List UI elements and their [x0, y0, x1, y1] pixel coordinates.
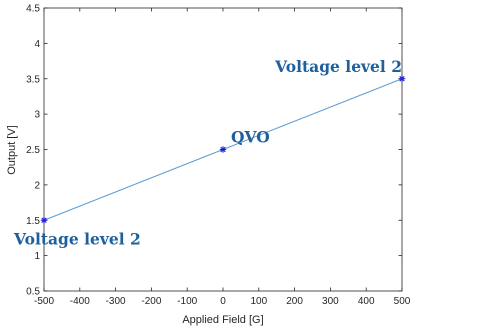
- y-tick-label: 1.5: [26, 216, 40, 227]
- y-tick-label: 3.5: [26, 74, 40, 85]
- annotation-label: Voltage level 2: [13, 229, 141, 248]
- x-axis-ticks: -500 -400 -300 -200 -100 0 100 200 300 400 500: [34, 8, 411, 307]
- x-tick-label: 200: [286, 296, 303, 307]
- annotation-label: QVO: [231, 128, 270, 147]
- data-point: [40, 217, 48, 224]
- y-tick-label: 2: [34, 180, 40, 191]
- y-tick-label: 2.5: [26, 145, 40, 156]
- y-tick-label: 0.5: [26, 287, 40, 298]
- x-tick-label: -100: [177, 296, 197, 307]
- annotations-group: Voltage level 2 QVO Voltage level 2: [13, 57, 402, 249]
- x-tick-label: 100: [250, 296, 267, 307]
- x-tick-label: -500: [34, 296, 54, 307]
- y-tick-label: 4.5: [26, 4, 40, 15]
- y-axis-ticks: 0.5 1 1.5 2 2.5 3 3.5 4 4.5: [26, 4, 402, 298]
- x-tick-label: -300: [106, 296, 126, 307]
- x-tick-label: 300: [322, 296, 339, 307]
- x-tick-label: -200: [141, 296, 161, 307]
- x-tick-label: 400: [358, 296, 375, 307]
- y-axis-title: Output [V]: [6, 125, 18, 175]
- y-tick-label: 1: [34, 251, 40, 262]
- x-axis-title: Applied Field [G]: [182, 314, 263, 326]
- x-tick-label: 500: [394, 296, 411, 307]
- x-tick-label: -400: [70, 296, 90, 307]
- y-tick-label: 3: [34, 110, 40, 121]
- data-point: [398, 75, 406, 82]
- y-tick-label: 4: [34, 39, 40, 50]
- annotation-label: Voltage level 2: [274, 57, 402, 76]
- series-group: [40, 75, 406, 224]
- x-tick-label: 0: [220, 296, 226, 307]
- data-point: [219, 146, 227, 153]
